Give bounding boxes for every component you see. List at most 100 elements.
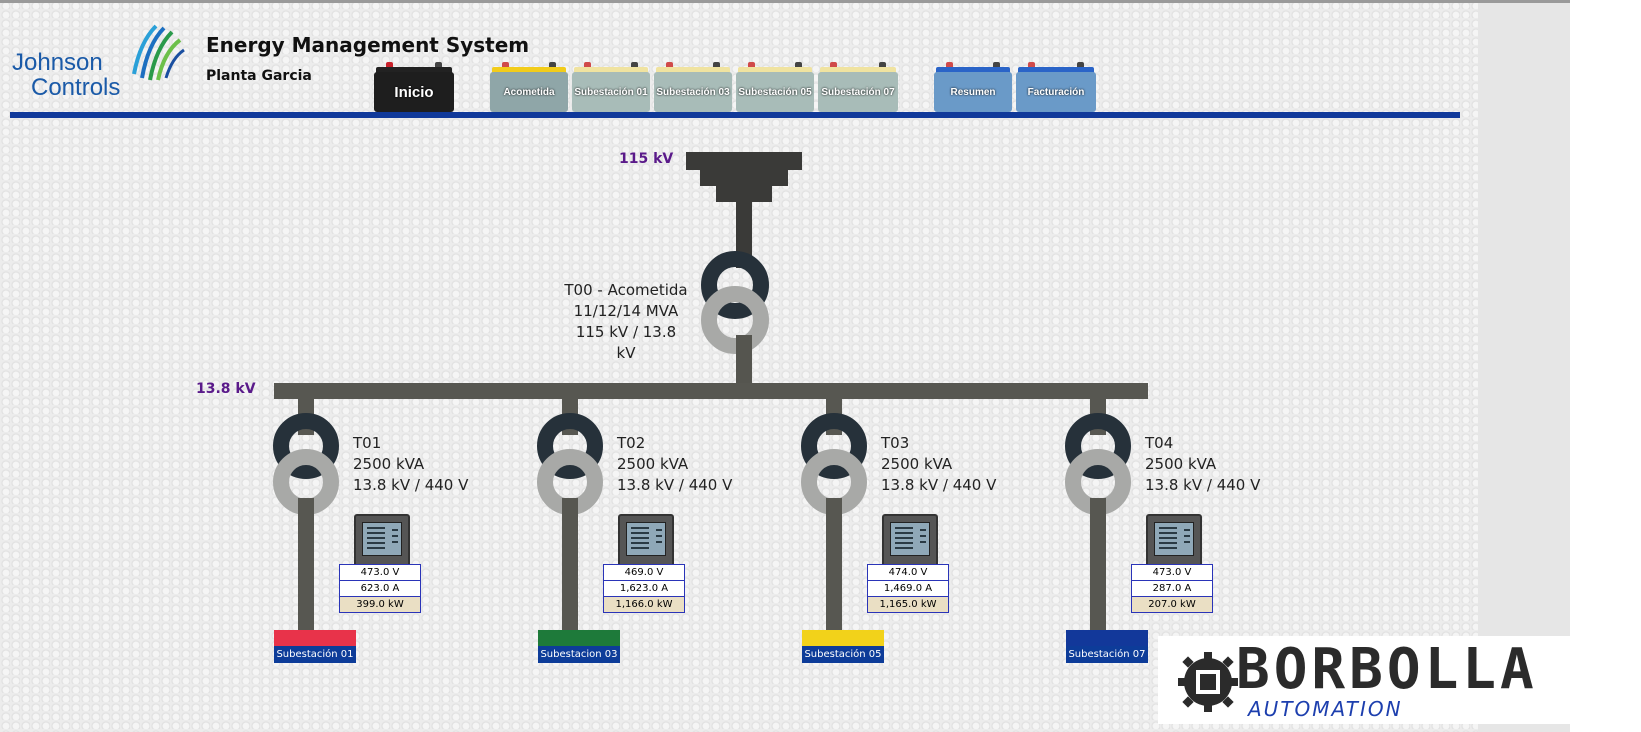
transformer-rating: 2500 kVA	[353, 455, 425, 473]
feeder-conductor-2	[562, 498, 578, 632]
battery-cap	[574, 67, 648, 74]
incoming-busbar	[686, 152, 802, 170]
feeder-primary-coil-2	[537, 413, 603, 479]
battery-cap	[738, 67, 812, 74]
nav-button-3[interactable]: Subestación 01	[572, 62, 650, 112]
t00-name: T00 - Acometida	[564, 281, 688, 299]
transformer-rating: 2500 kVA	[617, 455, 689, 473]
transformer-label: T04 2500 kVA 13.8 kV / 440 V	[1145, 433, 1260, 496]
reading-current: 1,623.0 A	[603, 580, 685, 597]
meter-screen	[626, 522, 666, 556]
reading-power: 1,166.0 kW	[603, 596, 685, 613]
battery-cap	[1018, 67, 1094, 74]
power-meter-icon[interactable]	[1146, 514, 1202, 568]
substation-color-band	[1066, 630, 1148, 646]
feeder-conductor-1	[298, 498, 314, 632]
nav-button-6[interactable]: Subestación 07	[818, 62, 898, 112]
battery-cap	[492, 67, 566, 74]
substation-color-band	[538, 630, 620, 646]
battery-terminal-positive	[748, 62, 755, 70]
battery-terminal-negative	[795, 62, 802, 70]
battery-cap	[820, 67, 896, 74]
battery-terminal-negative	[879, 62, 886, 70]
battery-terminal-positive	[830, 62, 837, 70]
battery-terminal-positive	[584, 62, 591, 70]
logo-swoosh-icon	[132, 24, 185, 81]
substation-label: Subestación 05	[802, 646, 884, 663]
transformer-name: T01	[353, 434, 382, 452]
power-meter-icon[interactable]	[882, 514, 938, 568]
right-margin	[1478, 0, 1570, 732]
transformer-rating: 2500 kVA	[1145, 455, 1217, 473]
meter-screen	[890, 522, 930, 556]
meter-screen	[362, 522, 402, 556]
reading-current: 623.0 A	[339, 580, 421, 597]
battery-cap	[656, 67, 730, 74]
reading-voltage: 473.0 V	[339, 564, 421, 581]
logo-text-line1: Johnson	[12, 49, 103, 76]
transformer-label: T03 2500 kVA 13.8 kV / 440 V	[881, 433, 996, 496]
battery-terminal-positive	[666, 62, 673, 70]
battery-terminal-negative	[1077, 62, 1084, 70]
header-divider	[10, 112, 1460, 118]
nav-button-1[interactable]: Inicio	[374, 62, 454, 112]
t00-ratio: 115 kV / 13.8 kV	[575, 323, 677, 362]
substation-button-4[interactable]: Subestación 07	[1066, 630, 1148, 663]
substation-button-2[interactable]: Subestacion 03	[538, 630, 620, 663]
nav-button-label: Facturación	[1016, 72, 1096, 112]
reading-voltage: 473.0 V	[1131, 564, 1213, 581]
transformer-ratio: 13.8 kV / 440 V	[617, 476, 733, 494]
reading-current: 1,469.0 A	[867, 580, 949, 597]
reading-power: 1,165.0 kW	[867, 596, 949, 613]
nav-button-7[interactable]: Resumen	[934, 62, 1012, 112]
battery-terminal-negative	[713, 62, 720, 70]
substation-label: Subestacion 03	[538, 646, 620, 663]
battery-terminal-negative	[631, 62, 638, 70]
reading-power: 399.0 kW	[339, 596, 421, 613]
substation-button-3[interactable]: Subestación 05	[802, 630, 884, 663]
transformer-ratio: 13.8 kV / 440 V	[1145, 476, 1261, 494]
feeder-conductor-4	[1090, 498, 1106, 632]
app-title: Energy Management System	[206, 33, 530, 57]
transformer-name: T03	[881, 434, 910, 452]
nav-button-5[interactable]: Subestación 05	[736, 62, 814, 112]
t00-rating: 11/12/14 MVA	[573, 302, 679, 320]
power-meter-icon[interactable]	[354, 514, 410, 568]
nav-button-label: Inicio	[374, 72, 454, 112]
substation-label: Subestación 07	[1066, 646, 1148, 663]
substation-label: Subestación 01	[274, 646, 356, 663]
nav-button-label: Subestación 07	[818, 72, 898, 112]
reading-power: 207.0 kW	[1131, 596, 1213, 613]
substation-button-1[interactable]: Subestación 01	[274, 630, 356, 663]
battery-terminal-negative	[993, 62, 1000, 70]
transformer-name: T02	[617, 434, 646, 452]
battery-terminal-positive	[386, 62, 393, 70]
transformer-ratio: 13.8 kV / 440 V	[353, 476, 469, 494]
battery-cap	[376, 67, 452, 74]
background-pattern	[0, 0, 1570, 732]
battery-terminal-positive	[1028, 62, 1035, 70]
t00-conductor	[736, 335, 752, 385]
nav-button-2[interactable]: Acometida	[490, 62, 568, 112]
nav-button-label: Resumen	[934, 72, 1012, 112]
main-voltage-label: 115 kV	[619, 151, 674, 167]
meter-screen	[1154, 522, 1194, 556]
nav-button-4[interactable]: Subestación 03	[654, 62, 732, 112]
transformer-label: T02 2500 kVA 13.8 kV / 440 V	[617, 433, 732, 496]
window-top-border	[0, 0, 1570, 3]
nav-button-8[interactable]: Facturación	[1016, 62, 1096, 112]
incoming-busbar-step2	[716, 186, 772, 202]
battery-terminal-positive	[502, 62, 509, 70]
transformer-name: T04	[1145, 434, 1174, 452]
feeder-conductor-3	[826, 498, 842, 632]
power-meter-icon[interactable]	[618, 514, 674, 568]
battery-terminal-negative	[435, 62, 442, 70]
battery-terminal-negative	[549, 62, 556, 70]
bus-voltage-label: 13.8 kV	[196, 381, 256, 397]
nav-button-label: Subestación 03	[654, 72, 732, 112]
reading-voltage: 474.0 V	[867, 564, 949, 581]
substation-color-band	[274, 630, 356, 646]
borbolla-wordmark: BORBOLLA	[1236, 637, 1538, 702]
